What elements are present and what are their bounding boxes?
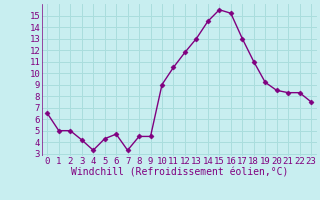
X-axis label: Windchill (Refroidissement éolien,°C): Windchill (Refroidissement éolien,°C) — [70, 168, 288, 178]
